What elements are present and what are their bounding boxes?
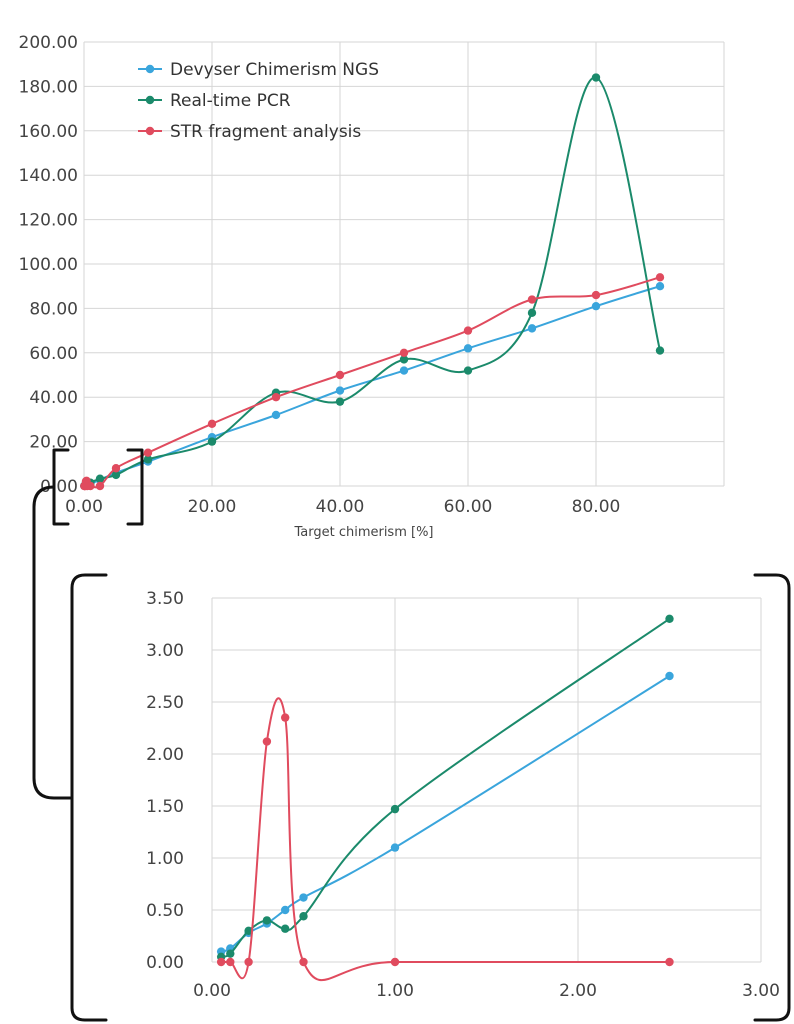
y-tick-label: 20.00 xyxy=(29,433,78,453)
data-point xyxy=(111,470,121,480)
zoom-brackets xyxy=(32,448,791,1022)
series-line xyxy=(221,697,670,982)
large-bracket-right xyxy=(753,573,791,1022)
data-point xyxy=(665,614,674,623)
data-point xyxy=(527,308,537,318)
data-point xyxy=(390,843,400,852)
y-tick-label: 3.50 xyxy=(146,589,184,609)
y-tick-label: 120.00 xyxy=(19,211,78,231)
series-line xyxy=(83,285,661,487)
data-point xyxy=(111,464,121,473)
y-tick-label: 0.00 xyxy=(146,953,184,973)
data-point xyxy=(143,455,153,464)
data-point xyxy=(95,481,105,491)
data-point xyxy=(665,957,674,967)
data-point xyxy=(95,474,105,483)
data-point xyxy=(399,355,409,364)
data-point xyxy=(335,370,345,380)
legend-label: STR fragment analysis xyxy=(170,122,361,142)
y-tick-label: 100.00 xyxy=(19,255,78,275)
x-tick-label: 0.00 xyxy=(193,981,231,1001)
x-axis-label: Target chimerism [%] xyxy=(293,525,433,540)
data-point xyxy=(399,348,409,357)
x-tick-label: 60.00 xyxy=(444,497,493,517)
y-tick-label: 2.00 xyxy=(146,745,184,765)
data-point xyxy=(216,957,226,967)
x-tick-label: 80.00 xyxy=(572,497,621,517)
data-point xyxy=(299,957,308,967)
data-point xyxy=(281,905,290,915)
connector xyxy=(32,485,72,800)
data-point xyxy=(665,671,674,681)
data-point xyxy=(463,344,473,353)
legend-label: Real-time PCR xyxy=(170,91,291,111)
data-point xyxy=(591,290,601,300)
y-tick-label: 40.00 xyxy=(29,388,78,408)
y-tick-label: 60.00 xyxy=(29,344,78,364)
data-point xyxy=(244,926,253,935)
data-point xyxy=(591,73,601,82)
x-tick-label: 0.00 xyxy=(65,497,103,517)
data-point xyxy=(655,282,665,291)
y-tick-label: 200.00 xyxy=(19,33,78,53)
data-point xyxy=(335,397,345,406)
data-point xyxy=(262,737,272,746)
y-tick-label: 180.00 xyxy=(19,77,78,97)
data-point xyxy=(527,295,537,304)
y-tick-label: 0.00 xyxy=(40,477,78,497)
data-point xyxy=(390,957,400,967)
data-point xyxy=(299,912,308,921)
data-point xyxy=(262,916,272,925)
data-point xyxy=(527,324,537,333)
data-point xyxy=(399,366,409,375)
zoom-chart: 0.00 0.50 1.00 1.50 2.00 2.50 3.00 3.50 0.00 1.00… xyxy=(146,589,780,1001)
x-tick-label: 40.00 xyxy=(316,497,365,517)
legend-marker xyxy=(145,95,155,105)
y-tick-label: 0.50 xyxy=(146,901,184,921)
y-tick-label: 1.50 xyxy=(146,797,184,817)
x-tick-label: 3.00 xyxy=(742,981,780,1001)
data-point xyxy=(244,957,253,967)
y-tick-label: 140.00 xyxy=(19,166,78,186)
data-point xyxy=(86,481,95,491)
x-tick-label: 20.00 xyxy=(188,497,237,517)
y-tick-label: 160.00 xyxy=(19,122,78,142)
data-point xyxy=(463,366,473,375)
data-point xyxy=(226,957,235,967)
data-point xyxy=(207,437,217,446)
data-point xyxy=(281,924,290,933)
legend-marker xyxy=(145,64,155,74)
large-bracket-left xyxy=(70,573,108,1022)
y-tick-label: 1.00 xyxy=(146,849,184,869)
data-point xyxy=(655,273,665,282)
small-bracket-right xyxy=(126,448,144,526)
y-tick-label: 2.50 xyxy=(146,693,184,713)
data-point xyxy=(655,346,665,355)
data-point xyxy=(143,448,153,457)
y-tick-label: 80.00 xyxy=(29,299,78,319)
data-point xyxy=(226,949,235,958)
legend-label: Devyser Chimerism NGS xyxy=(170,60,379,80)
y-tick-label: 3.00 xyxy=(146,641,184,661)
data-point xyxy=(299,893,308,902)
data-point xyxy=(335,386,345,395)
data-point xyxy=(463,326,473,335)
data-point xyxy=(591,301,601,311)
x-tick-label: 2.00 xyxy=(559,981,597,1001)
data-point xyxy=(271,393,281,402)
data-point xyxy=(207,419,217,429)
data-point xyxy=(281,713,290,722)
data-point xyxy=(271,410,281,420)
legend-marker xyxy=(145,126,155,136)
main-chart: 0.00 20.00 40.00 60.00 80.00 100.00 120.00 140.… xyxy=(19,33,725,540)
data-point xyxy=(390,804,400,814)
x-tick-label: 1.00 xyxy=(376,981,414,1001)
